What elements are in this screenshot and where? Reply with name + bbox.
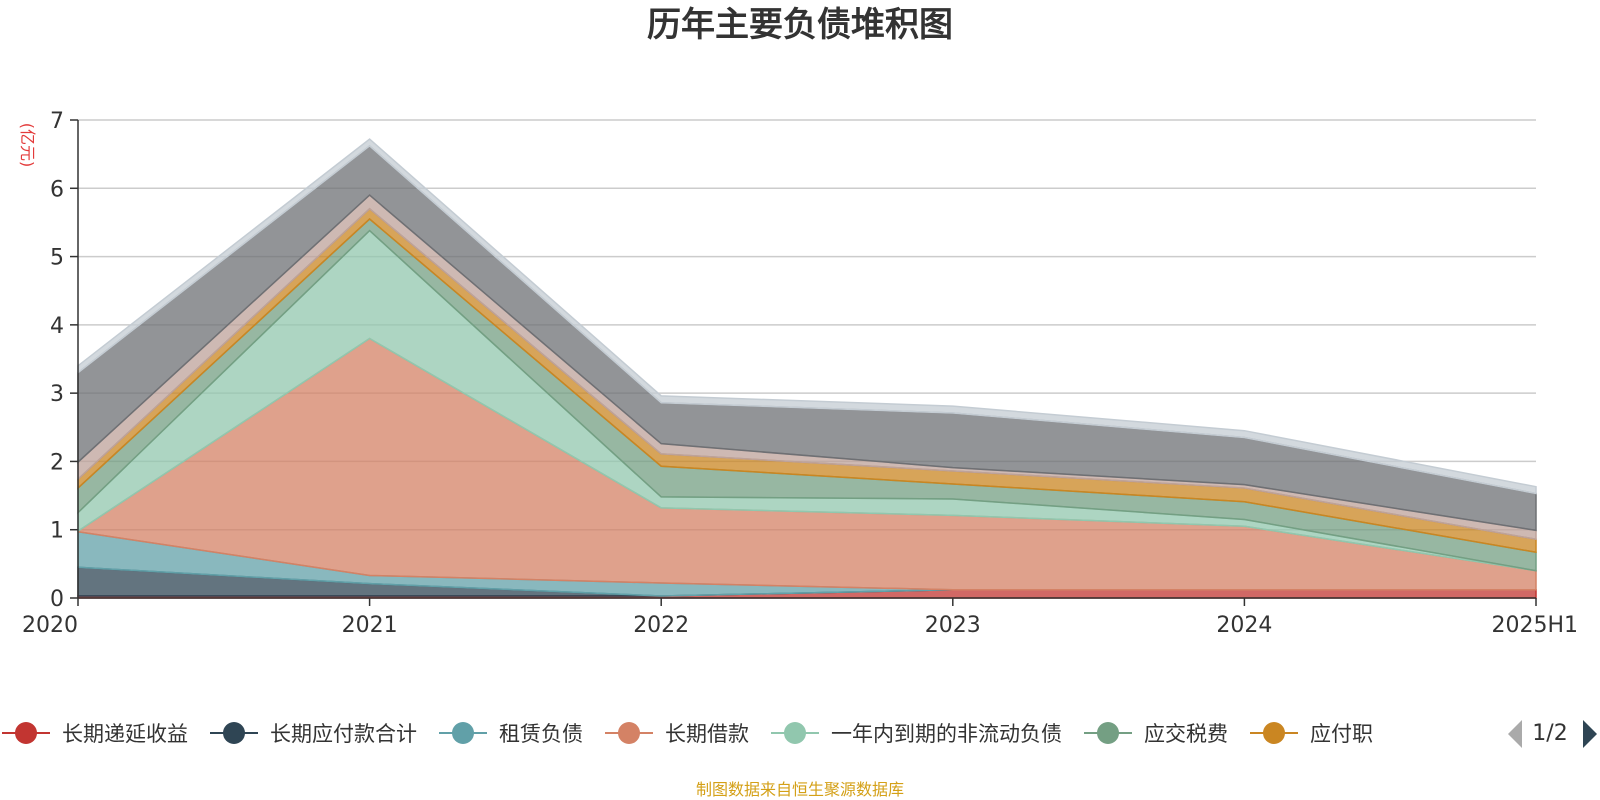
legend-label: 一年内到期的非流动负债	[831, 722, 1062, 746]
y-tick-label: 5	[50, 246, 64, 271]
area-series-9[interactable]	[77, 138, 1537, 495]
legend-item-0[interactable]: 长期递延收益	[2, 722, 188, 746]
y-tick-label: 3	[50, 382, 64, 407]
legend-marker	[15, 722, 37, 744]
legend-item-6[interactable]: 应付职	[1250, 722, 1373, 746]
y-tick-label: 2	[50, 450, 64, 475]
legend-prev-arrow-icon[interactable]	[1508, 720, 1522, 748]
legend-item-5[interactable]: 应交税费	[1084, 722, 1228, 746]
legend-item-2[interactable]: 租赁负债	[439, 722, 583, 746]
x-tick-label: 2020	[22, 613, 78, 638]
legend-label: 应交税费	[1144, 722, 1228, 746]
legend-marker	[1263, 722, 1285, 744]
data-source-note: 制图数据来自恒生聚源数据库	[696, 780, 904, 799]
y-tick-label: 1	[50, 519, 64, 544]
x-tick-label: 2021	[342, 613, 398, 638]
legend-item-3[interactable]: 长期借款	[605, 722, 749, 746]
y-tick-label: 0	[50, 587, 64, 612]
legend-item-1[interactable]: 长期应付款合计	[210, 722, 417, 746]
legend-marker	[223, 722, 245, 744]
legend-item-4[interactable]: 一年内到期的非流动负债	[771, 722, 1062, 746]
legend: 长期递延收益 长期应付款合计 租赁负债 长期借款 一年内到期的非流动负债 应交税费 应付职	[2, 722, 1373, 746]
x-tick-label: 2025H1	[1491, 613, 1578, 638]
legend-label: 应付职	[1310, 722, 1373, 746]
x-tick-label: 2022	[633, 613, 689, 638]
y-axis-unit: (亿元)	[18, 123, 37, 168]
legend-label: 长期应付款合计	[270, 722, 417, 746]
y-tick-label: 7	[50, 109, 64, 134]
legend-label: 长期借款	[665, 722, 749, 746]
legend-marker	[784, 722, 806, 744]
legend-label: 租赁负债	[499, 722, 583, 746]
legend-next-arrow-icon[interactable]	[1583, 720, 1597, 748]
area-series	[77, 138, 1537, 599]
legend-marker	[618, 722, 640, 744]
x-tick-label: 2024	[1216, 613, 1272, 638]
legend-marker	[1097, 722, 1119, 744]
y-tick-label: 6	[50, 177, 64, 202]
x-tick-label: 2023	[925, 613, 981, 638]
chart-title: 历年主要负债堆积图	[647, 5, 953, 45]
axes: 0 1 2 3 4 5 6 7 2020 2021 2022 2023 2024 2025H1	[22, 109, 1578, 638]
legend-label: 长期递延收益	[62, 722, 188, 746]
y-tick-label: 4	[50, 314, 64, 339]
legend-marker	[452, 722, 474, 744]
legend-page-indicator: 1/2	[1532, 721, 1567, 746]
